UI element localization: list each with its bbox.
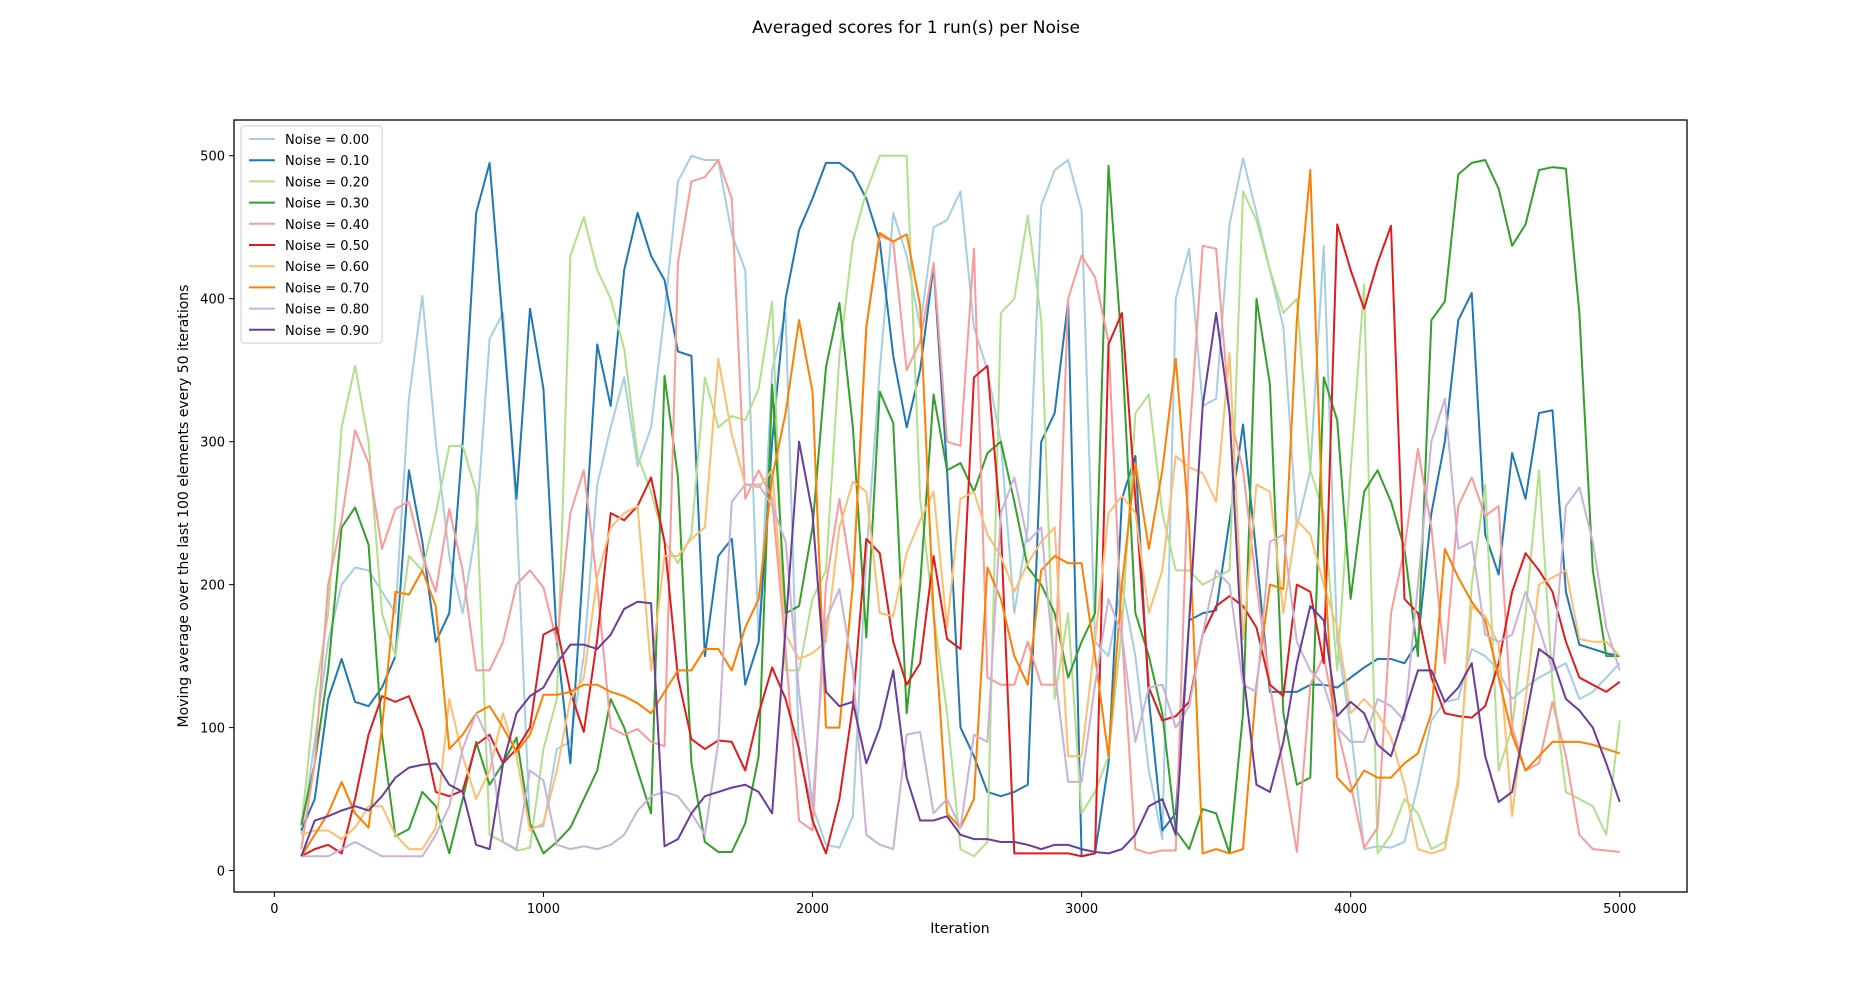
legend-label-3: Noise = 0.30 — [285, 197, 369, 212]
legend-label-8: Noise = 0.80 — [285, 303, 369, 318]
legend-frame — [240, 125, 383, 344]
y-tick-label-5: 500 — [200, 150, 225, 165]
y-tick-label-1: 100 — [200, 722, 225, 737]
plot-area: 0 1000 2000 3000 4000 5000 0 100 200 300 400 500 — [200, 119, 1688, 917]
y-tick-label-4: 400 — [200, 293, 225, 308]
y-axis-label: Moving average over the last 100 element… — [176, 285, 192, 728]
y-tick-label-0: 0 — [217, 865, 225, 880]
x-tick-label-4: 4000 — [1334, 902, 1367, 917]
x-axis-label: Iteration — [930, 921, 989, 937]
series-line-2 — [300, 154, 1621, 858]
series-line-4 — [300, 159, 1620, 855]
legend-label-6: Noise = 0.60 — [285, 260, 369, 275]
series-layer — [300, 154, 1621, 858]
x-tick-label-5: 5000 — [1603, 902, 1636, 917]
legend-label-1: Noise = 0.10 — [285, 154, 369, 169]
legend-label-2: Noise = 0.20 — [285, 175, 369, 190]
legend-label-4: Noise = 0.40 — [285, 218, 369, 233]
legend-label-5: Noise = 0.50 — [285, 239, 369, 254]
legend-items: Noise = 0.00 Noise = 0.10 Noise = 0.20 Nois… — [249, 133, 369, 339]
x-tick-label-2: 2000 — [796, 902, 829, 917]
legend-label-7: Noise = 0.70 — [285, 281, 369, 296]
y-axis: 0 100 200 300 400 500 — [200, 150, 234, 880]
x-tick-label-3: 3000 — [1065, 902, 1098, 917]
x-tick-label-0: 0 — [270, 902, 278, 917]
series-line-5 — [300, 223, 1621, 858]
plot-frame — [233, 119, 1688, 893]
y-tick-label-2: 200 — [200, 579, 225, 594]
legend: Noise = 0.00 Noise = 0.10 Noise = 0.20 Nois… — [240, 125, 383, 344]
y-tick-label-3: 300 — [200, 436, 225, 451]
chart-title: Averaged scores for 1 run(s) per Noise — [752, 18, 1080, 38]
legend-label-9: Noise = 0.90 — [285, 324, 369, 339]
series-line-0 — [300, 154, 1621, 851]
legend-label-0: Noise = 0.00 — [285, 133, 369, 148]
series-line-1 — [300, 161, 1620, 858]
x-tick-label-1: 1000 — [527, 902, 560, 917]
series-line-3 — [300, 159, 1620, 855]
x-axis: 0 1000 2000 3000 4000 5000 — [270, 892, 1636, 917]
series-line-8 — [301, 397, 1621, 858]
series-line-9 — [300, 312, 1621, 857]
